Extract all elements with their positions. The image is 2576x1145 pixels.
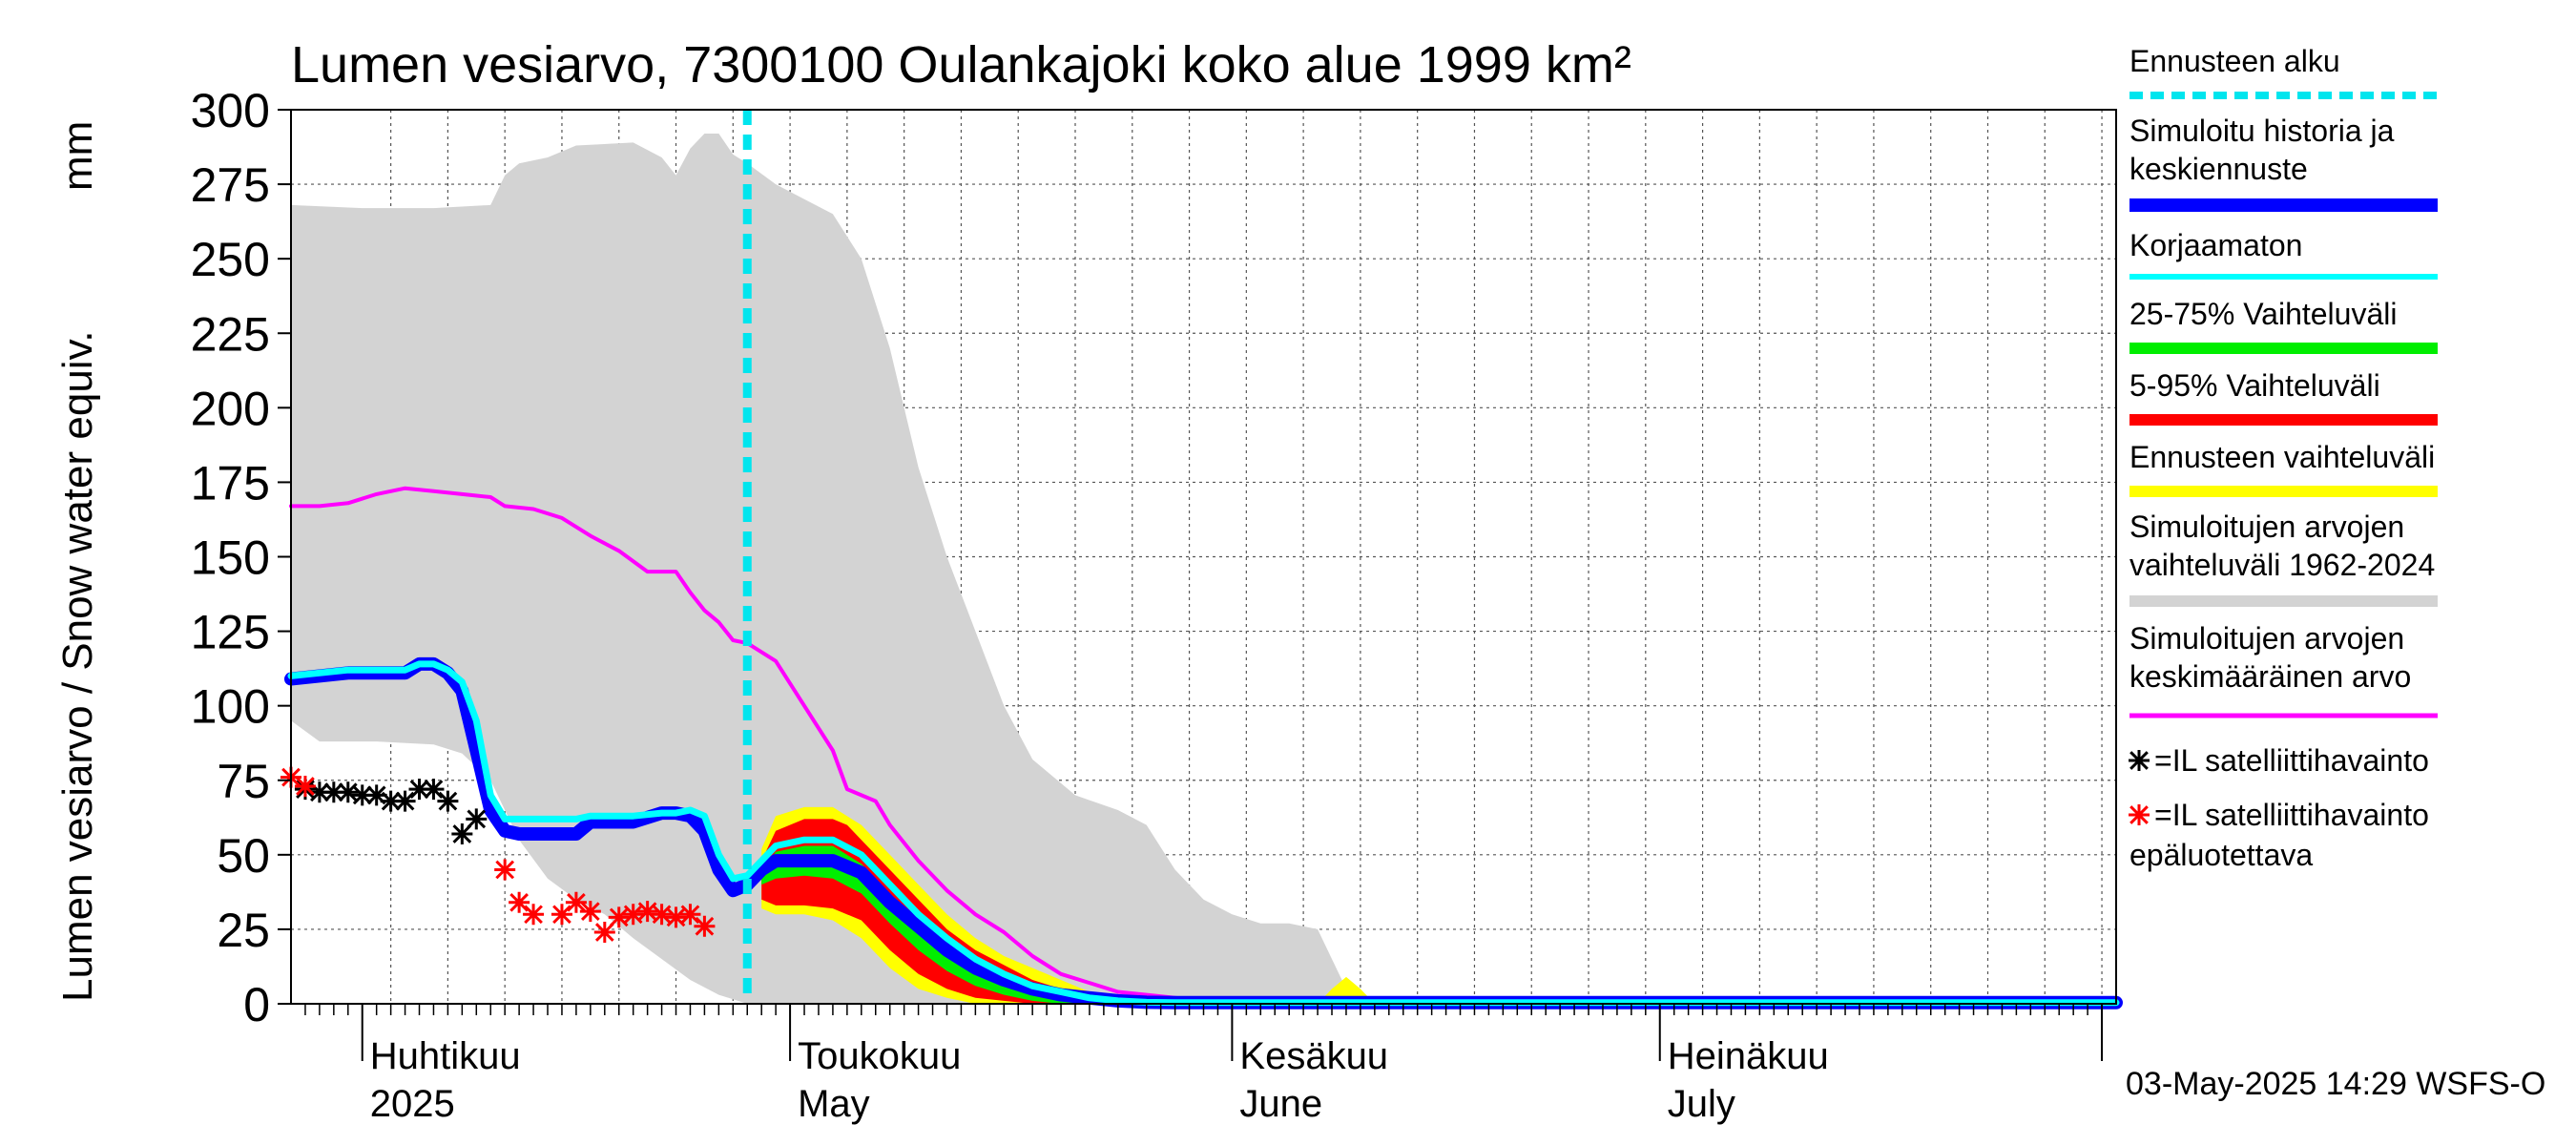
satellite-obs-unreliable-marker	[636, 901, 658, 923]
y-tick-label: 100	[191, 680, 270, 734]
satellite-obs-unreliable-marker	[694, 915, 716, 937]
chart-title: Lumen vesiarvo, 7300100 Oulankajoki koko…	[291, 36, 1631, 94]
y-tick-label: 200	[191, 382, 270, 435]
satellite-obs-marker	[351, 784, 373, 806]
satellite-obs-unreliable-marker	[494, 859, 516, 881]
satellite-obs-unreliable-marker	[651, 904, 673, 926]
y-tick-label: 75	[217, 755, 270, 808]
satellite-obs-unreliable-marker	[509, 891, 530, 913]
legend-forecast-start-label: Ennusteen alku	[2129, 44, 2340, 78]
x-month-label-en: June	[1239, 1083, 1322, 1125]
satellite-obs-marker	[337, 781, 359, 803]
satellite-obs-marker	[322, 781, 344, 803]
legend-satellite-obs-label: =IL satelliittihavainto	[2154, 743, 2429, 778]
satellite-obs-unreliable-marker	[679, 904, 701, 926]
legend-range-5-95: 5-95% Vaihteluväli	[2129, 368, 2438, 426]
satellite-obs-unreliable-marker	[565, 891, 587, 913]
legend-range-5-95-label: 5-95% Vaihteluväli	[2129, 368, 2380, 403]
y-tick-label: 300	[191, 84, 270, 137]
x-month-label-en: May	[798, 1083, 870, 1125]
legend-forecast-range: Ennusteen vaihteluväli	[2129, 440, 2438, 497]
x-month-label-fi: Toukokuu	[798, 1035, 961, 1077]
legend-historical-range: Simuloitujen arvojen vaihteluväli 1962-20…	[2129, 510, 2438, 607]
timestamp-label: 03-May-2025 14:29 WSFS-O	[2126, 1066, 2545, 1102]
y-tick-label: 25	[217, 904, 270, 957]
x-month-label-en: July	[1668, 1083, 1735, 1125]
satellite-obs-unreliable-marker	[551, 904, 572, 926]
legend-uncorrected: Korjaamaton	[2129, 228, 2438, 280]
satellite-obs-unreliable-marker	[593, 922, 615, 944]
satellite-obs-marker	[380, 790, 402, 812]
y-tick-label: 250	[191, 233, 270, 286]
legend-satellite-obs-marker	[2129, 750, 2150, 771]
x-month-label-fi: Huhtikuu	[370, 1035, 521, 1077]
satellite-obs-unreliable-marker	[523, 904, 545, 926]
legend-mean: Simuloitujen arvojen keskimääräinen arvo	[2129, 621, 2438, 718]
y-tick-label: 150	[191, 531, 270, 585]
legend-mean-label: Simuloitujen arvojen keskimääräinen arvo	[2129, 621, 2411, 694]
legend-historical-range-label: Simuloitujen arvojen vaihteluväli 1962-20…	[2129, 510, 2435, 582]
legend-satellite-obs: =IL satelliittihavainto	[2129, 743, 2429, 778]
satellite-obs-unreliable-marker	[608, 906, 630, 928]
satellite-obs-marker	[365, 784, 387, 806]
legend-uncorrected-label: Korjaamaton	[2129, 228, 2302, 262]
y-tick-label: 275	[191, 158, 270, 212]
satellite-obs-marker	[308, 781, 330, 803]
historical-range-area	[291, 134, 2116, 1004]
mean-line	[289, 486, 2118, 1005]
satellite-obs-unreliable-marker	[665, 906, 687, 928]
x-month-label-fi: Heinäkuu	[1668, 1035, 1829, 1077]
legend-satellite-obs-unreliable: =IL satelliittihavainto epäluotettava	[2129, 798, 2429, 872]
legend-forecast-range-label: Ennusteen vaihteluväli	[2129, 440, 2435, 474]
y-axis-label: Lumen vesiarvo / Snow water equiv.	[54, 330, 101, 1002]
y-tick-label: 225	[191, 307, 270, 361]
legend-range-25-75-label: 25-75% Vaihteluväli	[2129, 297, 2397, 331]
uncorrected-line	[287, 660, 2120, 1007]
satellite-obs-marker	[466, 808, 488, 830]
satellite-obs-marker	[394, 790, 416, 812]
legend-range-25-75: 25-75% Vaihteluväli	[2129, 297, 2438, 354]
y-tick-label: 175	[191, 456, 270, 510]
legend-satellite-obs-unreliable-marker	[2129, 804, 2150, 825]
y-tick-label: 0	[243, 978, 270, 1031]
satellite-obs-marker	[423, 779, 445, 801]
plot-area	[280, 110, 2123, 1010]
satellite-obs-unreliable-marker	[579, 901, 601, 923]
x-month-label-en: 2025	[370, 1083, 455, 1125]
legend-simulated: Simuloitu historia ja keskiennuste	[2129, 114, 2438, 212]
y-tick-label: 125	[191, 606, 270, 659]
satellite-obs-marker	[408, 779, 430, 801]
satellite-obs-unreliable-marker	[622, 904, 644, 926]
legend-forecast-start: Ennusteen alku	[2129, 44, 2438, 99]
satellite-obs-marker	[437, 790, 459, 812]
y-tick-label: 50	[217, 829, 270, 883]
satellite-obs-marker	[451, 822, 473, 844]
x-month-label-fi: Kesäkuu	[1239, 1035, 1388, 1077]
legend-simulated-label: Simuloitu historia ja keskiennuste	[2129, 114, 2395, 186]
legend: Ennusteen alku Simuloitu historia ja keski…	[2129, 44, 2438, 872]
y-axis-unit: mm	[54, 121, 101, 191]
satellite-obs-unreliable-marker	[294, 775, 316, 797]
legend-satellite-obs-unreliable-label: =IL satelliittihavainto epäluotettava	[2129, 798, 2429, 872]
axes: 0 25 50 75 100 125 150 175 200 225 250 275 300 Huhtik…	[191, 84, 2117, 1125]
